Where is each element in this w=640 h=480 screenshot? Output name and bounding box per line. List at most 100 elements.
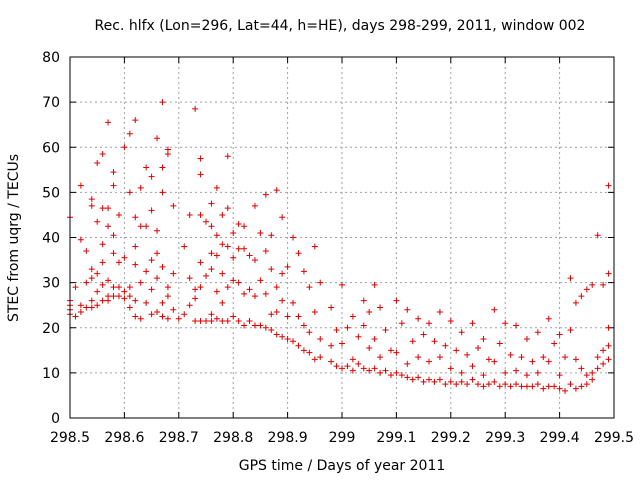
data-point <box>251 202 258 209</box>
data-point <box>436 308 443 315</box>
data-point <box>132 117 139 124</box>
data-point <box>143 268 150 275</box>
data-point <box>578 383 585 390</box>
data-point <box>219 317 226 324</box>
data-point <box>594 354 601 361</box>
data-point <box>235 245 242 252</box>
data-point <box>605 356 612 363</box>
data-point <box>273 308 280 315</box>
data-point <box>132 261 139 268</box>
data-point <box>344 324 351 331</box>
data-point <box>295 313 302 320</box>
data-point <box>241 223 248 230</box>
data-point <box>306 329 313 336</box>
data-point <box>148 207 155 214</box>
data-point <box>366 345 373 352</box>
data-point <box>262 290 269 297</box>
data-point <box>213 184 220 191</box>
data-point <box>246 317 253 324</box>
data-point <box>534 369 541 376</box>
data-point <box>132 313 139 320</box>
y-tick-label: 30 <box>42 276 60 292</box>
data-point <box>262 191 269 198</box>
data-point <box>77 182 84 189</box>
data-point <box>279 333 286 340</box>
data-point <box>371 336 378 343</box>
plot-frame <box>69 56 615 419</box>
data-point <box>143 223 150 230</box>
data-point <box>77 302 84 309</box>
data-point <box>121 288 128 295</box>
data-point <box>589 281 596 288</box>
data-point <box>208 223 215 230</box>
y-tick-label: 0 <box>51 411 60 427</box>
data-point <box>154 308 161 315</box>
y-tick-label: 70 <box>42 95 60 111</box>
data-point <box>480 372 487 379</box>
data-point <box>284 263 291 270</box>
data-point <box>453 381 460 388</box>
data-point <box>600 347 607 354</box>
data-point <box>99 259 106 266</box>
data-point <box>562 387 569 394</box>
data-point <box>105 119 112 126</box>
data-point <box>88 196 95 203</box>
data-point <box>154 135 161 142</box>
data-point <box>208 250 215 257</box>
data-point <box>404 360 411 367</box>
data-point <box>230 254 237 261</box>
data-point <box>126 293 133 300</box>
y-axis-label: STEC from uqrg / TECUs <box>6 154 22 322</box>
data-point <box>513 322 520 329</box>
data-point <box>230 229 237 236</box>
data-point <box>203 272 209 279</box>
data-point <box>137 184 144 191</box>
data-point <box>257 322 264 329</box>
data-point <box>387 372 394 379</box>
data-point <box>181 311 188 318</box>
data-point <box>154 250 161 257</box>
data-point <box>594 232 601 239</box>
data-point <box>208 266 215 273</box>
data-point <box>197 171 204 178</box>
data-point <box>88 304 95 311</box>
data-point <box>496 383 503 390</box>
data-point <box>339 365 345 372</box>
data-point <box>556 331 563 338</box>
data-point <box>398 372 405 379</box>
data-point <box>295 342 302 349</box>
data-point <box>241 290 248 297</box>
data-point <box>164 293 171 300</box>
data-point <box>126 284 133 291</box>
data-point <box>523 336 530 343</box>
data-point <box>540 385 547 392</box>
data-point <box>475 345 481 352</box>
data-point <box>317 354 324 361</box>
data-point <box>366 308 373 315</box>
data-point <box>137 223 144 230</box>
data-point <box>159 263 166 270</box>
data-point <box>502 381 509 388</box>
data-point <box>540 354 547 361</box>
data-point <box>175 315 182 322</box>
data-point <box>387 347 394 354</box>
data-point <box>251 322 258 329</box>
data-point <box>328 358 335 365</box>
data-point <box>170 270 177 277</box>
data-point <box>268 311 275 318</box>
data-point <box>469 320 476 327</box>
data-point <box>583 372 590 379</box>
data-point <box>545 315 552 322</box>
data-point <box>306 349 313 356</box>
data-point <box>447 378 454 385</box>
data-point <box>159 99 166 106</box>
data-point <box>99 151 106 158</box>
chart-title: Rec. hlfx (Lon=296, Lat=44, h=HE), days … <box>95 18 586 34</box>
data-point <box>485 356 492 363</box>
data-point <box>545 383 552 390</box>
data-point <box>453 347 460 354</box>
data-point <box>605 324 612 331</box>
data-point <box>197 259 204 266</box>
data-point <box>491 358 498 365</box>
data-point <box>360 297 367 304</box>
